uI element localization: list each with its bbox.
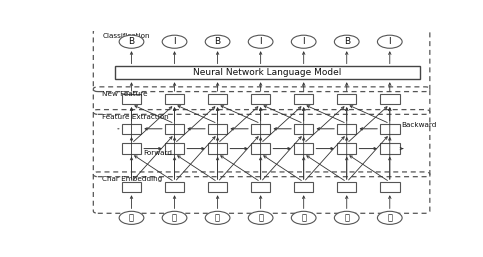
Text: 는: 는 [172, 213, 177, 222]
Text: Char Embedding: Char Embedding [102, 176, 163, 182]
Circle shape [291, 35, 316, 48]
Bar [337, 94, 356, 104]
Bar [251, 143, 270, 154]
Text: B: B [344, 37, 350, 46]
Bar [208, 124, 227, 134]
Bar [208, 182, 227, 192]
Bar [294, 143, 313, 154]
Bar [251, 182, 270, 192]
Bar [122, 94, 141, 104]
Text: I: I [302, 37, 305, 46]
Bar [294, 94, 313, 104]
Bar [208, 94, 227, 104]
Text: 에: 에 [301, 213, 306, 222]
Text: 다: 다 [387, 213, 392, 222]
Bar [122, 182, 141, 192]
Circle shape [162, 35, 187, 48]
Text: Backward: Backward [401, 122, 436, 128]
Bar [380, 182, 399, 192]
Circle shape [377, 35, 402, 48]
Text: 나: 나 [129, 213, 134, 222]
Bar [294, 124, 313, 134]
Bar [251, 124, 270, 134]
Bar [165, 124, 185, 134]
Text: 교: 교 [258, 213, 263, 222]
Text: I: I [259, 37, 262, 46]
Bar [337, 124, 356, 134]
Bar [380, 94, 399, 104]
Circle shape [248, 211, 273, 224]
Text: Feature Extraction: Feature Extraction [102, 114, 169, 120]
Circle shape [291, 211, 316, 224]
Bar [380, 124, 399, 134]
Bar [122, 124, 141, 134]
Text: B: B [128, 37, 135, 46]
Circle shape [248, 35, 273, 48]
Circle shape [377, 211, 402, 224]
Text: I: I [388, 37, 391, 46]
Bar [337, 182, 356, 192]
Circle shape [119, 211, 144, 224]
Bar [165, 182, 185, 192]
Text: Classification: Classification [102, 33, 150, 39]
Bar [165, 94, 185, 104]
Bar [337, 143, 356, 154]
Bar [165, 143, 185, 154]
Circle shape [119, 35, 144, 48]
Bar [122, 143, 141, 154]
Text: 갔: 갔 [344, 213, 349, 222]
Bar [208, 143, 227, 154]
Text: 학: 학 [215, 213, 220, 222]
Bar [294, 182, 313, 192]
Circle shape [162, 211, 187, 224]
Bar [251, 94, 270, 104]
Text: Neural Network Language Model: Neural Network Language Model [193, 68, 341, 77]
Bar [114, 67, 420, 79]
Circle shape [334, 211, 359, 224]
Bar [380, 143, 399, 154]
Circle shape [334, 35, 359, 48]
Text: Forward: Forward [143, 150, 173, 155]
Text: New Feature: New Feature [102, 91, 148, 97]
Text: I: I [173, 37, 176, 46]
Circle shape [205, 211, 230, 224]
Circle shape [205, 35, 230, 48]
Text: B: B [214, 37, 221, 46]
